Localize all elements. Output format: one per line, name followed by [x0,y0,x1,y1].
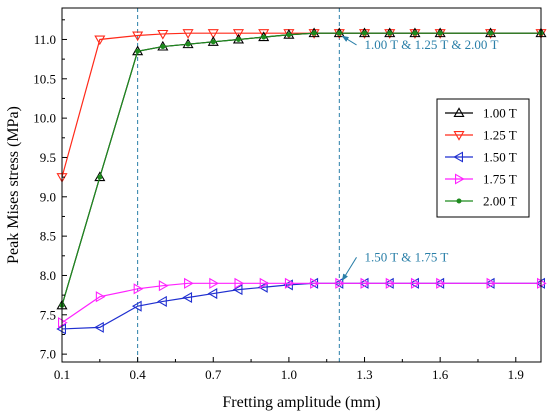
data-point [286,32,292,38]
data-point [453,131,465,141]
data-point [310,277,320,289]
legend-box [436,98,530,218]
data-point [132,31,144,42]
y-tick-label: 11.0 [34,32,56,47]
annotation-arrow [341,35,357,46]
legend-item: 1.75 T [445,172,517,187]
x-tick-label: 1.3 [356,367,372,382]
data-point [232,284,243,296]
data-point [94,321,104,333]
x-tick-label: 1.6 [432,367,449,382]
y-tick-label: 7.0 [40,347,56,362]
data-point [488,30,494,36]
data-point [157,295,167,307]
data-point [437,30,443,36]
legend-label: 1.00 T [483,106,517,121]
y-tick-label: 10.5 [33,71,56,86]
y-tick-label: 8.0 [40,268,56,283]
series-1-75-t [57,277,547,329]
data-point [436,277,446,289]
legend-item: 1.00 T [445,106,517,121]
data-point [311,30,317,36]
data-point [158,280,169,292]
data-point [486,277,497,289]
legend-label: 1.50 T [483,150,517,165]
x-tick-label: 0.7 [205,367,222,382]
legend-item: 1.25 T [445,128,517,143]
legend-label: 2.00 T [483,194,517,209]
data-point [257,281,268,293]
data-point [335,277,346,289]
annotations: 1.00 T & 1.25 T & 2.00 T 1.50 T & 1.75 T [341,35,499,281]
data-point [133,283,144,295]
data-point [160,44,166,50]
data-point [360,277,371,289]
x-axis-ticks: 0.1 0.4 0.7 1.0 1.3 1.6 1.9 [54,357,524,382]
annotation-text: 1.00 T & 1.25 T & 2.00 T [365,37,499,52]
data-point [131,300,142,312]
data-point [182,29,194,39]
data-point [410,277,421,289]
data-point [185,41,191,47]
data-point [182,291,193,304]
data-point [362,30,368,36]
y-tick-label: 7.5 [40,307,56,322]
data-point [56,323,66,335]
data-point [412,30,418,36]
legend: 1.00 T 1.25 T 1.50 T 1.75 T 2.00 T [436,98,530,218]
legend-label: 1.25 T [483,128,517,143]
y-tick-label: 9.0 [40,189,56,204]
data-point [94,35,106,46]
data-point [261,34,267,40]
data-point [454,173,465,185]
series-layer [56,27,547,335]
data-point [453,107,465,117]
data-point [258,29,270,39]
data-point [387,30,393,36]
data-point [232,29,245,39]
x-tick-label: 1.0 [281,367,297,382]
x-tick-label: 1.9 [508,367,524,382]
data-point [210,39,216,45]
x-tick-label: 0.4 [130,367,147,382]
annotation-text: 1.50 T & 1.75 T [365,249,449,264]
data-point [207,288,218,300]
y-tick-label: 8.5 [40,229,56,244]
y-tick-label: 10.0 [33,111,56,126]
data-point [385,277,396,289]
y-tick-label: 9.5 [40,150,56,165]
data-point [234,277,245,289]
series-line [61,282,541,324]
data-point [456,198,462,204]
data-point [135,48,141,54]
data-point [453,151,464,163]
legend-item: 1.50 T [445,150,517,165]
data-point [184,277,194,289]
legend-label: 1.75 T [483,172,517,187]
data-point [57,317,68,329]
data-point [95,291,106,303]
data-point [536,277,547,289]
data-point [284,277,295,289]
y-axis-ticks: 7.0 7.5 8.0 8.5 9.0 9.5 10.0 10.5 11.0 [33,19,67,362]
data-point [97,174,103,180]
legend-item: 2.00 T [445,194,517,209]
data-point [283,279,293,291]
data-point [207,29,219,39]
data-point [336,30,342,36]
data-point [209,277,219,289]
series-2-00-t [59,30,544,308]
annotation-arrow [341,257,357,281]
plot-frame [61,7,542,363]
data-point [157,29,169,40]
x-axis-title: Fretting amplitude (mm) [222,394,380,411]
data-point [235,36,241,42]
x-tick-label: 0.1 [54,367,70,382]
data-point [535,277,546,289]
y-axis-title: Peak Mises stress (MPa) [5,106,22,264]
data-point [259,277,270,289]
